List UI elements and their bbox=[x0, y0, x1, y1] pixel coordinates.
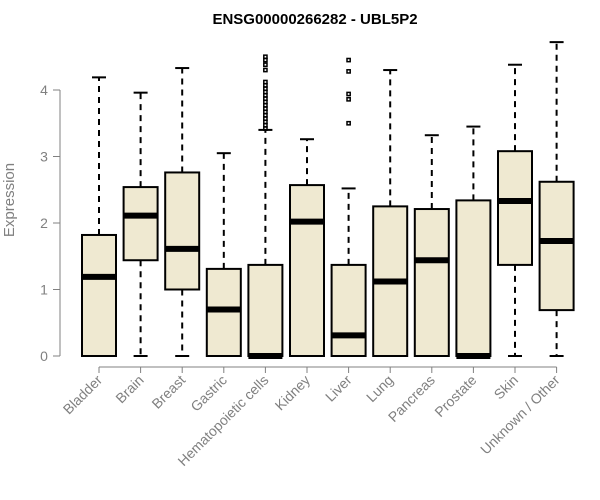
box-group bbox=[247, 54, 284, 359]
y-axis: 0 1 2 3 4 bbox=[40, 82, 61, 364]
box-group bbox=[413, 134, 450, 357]
outlier-point bbox=[346, 91, 351, 97]
outlier-point bbox=[346, 96, 351, 102]
iqr-box bbox=[289, 184, 325, 357]
box-group bbox=[164, 67, 201, 357]
outlier-point bbox=[346, 120, 351, 126]
x-tick-label: Breast bbox=[148, 372, 188, 412]
outlier-point bbox=[263, 54, 268, 60]
iqr-box bbox=[122, 186, 159, 262]
y-tick-label: 0 bbox=[40, 348, 48, 364]
y-tick-label: 4 bbox=[40, 82, 48, 98]
x-tick-label: Brain bbox=[112, 372, 146, 406]
plot-area bbox=[81, 41, 575, 359]
y-axis-label: Expression bbox=[1, 163, 18, 237]
box-group bbox=[330, 57, 367, 357]
box-group bbox=[289, 138, 325, 357]
box-group bbox=[497, 63, 533, 357]
iqr-box bbox=[81, 233, 117, 357]
box-group bbox=[372, 69, 409, 357]
chart-title: ENSG00000266282 - UBL5P2 bbox=[212, 11, 417, 28]
iqr-box bbox=[538, 180, 575, 312]
iqr-box bbox=[330, 263, 367, 357]
outlier-point bbox=[263, 79, 268, 85]
x-tick-label: Lung bbox=[363, 372, 396, 405]
outlier-point bbox=[346, 57, 351, 63]
x-tick-label: Kidney bbox=[272, 372, 314, 414]
outlier-point bbox=[346, 69, 351, 74]
iqr-box bbox=[497, 150, 533, 266]
x-tick-label: Unknown / Other bbox=[477, 372, 563, 458]
x-tick-label: Liver bbox=[322, 372, 355, 405]
y-tick-label: 1 bbox=[40, 282, 48, 298]
x-tick-label: Skin bbox=[491, 372, 522, 403]
y-tick-label: 2 bbox=[40, 215, 48, 231]
box-group bbox=[81, 76, 117, 357]
iqr-box bbox=[455, 199, 492, 357]
outlier-point bbox=[263, 62, 268, 68]
box-group bbox=[455, 125, 492, 359]
x-tick-label: Prostate bbox=[431, 372, 479, 420]
outlier-point bbox=[263, 67, 268, 73]
box-group bbox=[122, 91, 159, 357]
iqr-box bbox=[247, 263, 284, 357]
x-tick-label: Bladder bbox=[60, 372, 106, 418]
box-group bbox=[538, 41, 575, 357]
iqr-box bbox=[413, 208, 450, 357]
box-group bbox=[205, 152, 242, 358]
iqr-box bbox=[164, 171, 201, 291]
y-tick-label: 3 bbox=[40, 149, 48, 165]
